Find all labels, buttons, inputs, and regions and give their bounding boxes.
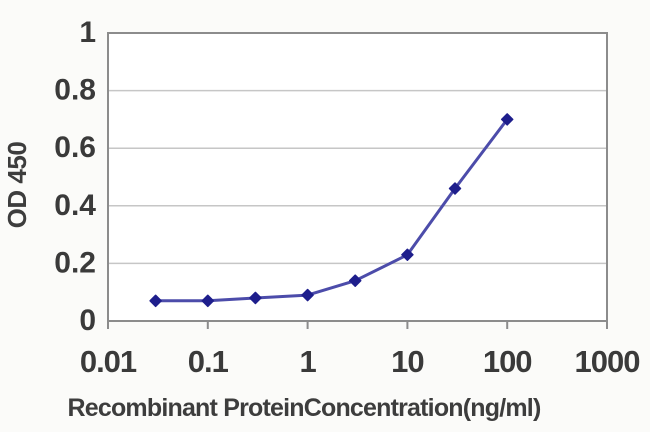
y-axis-title: OD 450 bbox=[2, 141, 32, 229]
data-point-marker bbox=[249, 291, 262, 305]
data-point-marker bbox=[500, 113, 514, 126]
x-tick-label: 1000 bbox=[575, 344, 640, 379]
y-tick-label: 0.8 bbox=[54, 74, 96, 107]
data-point-marker bbox=[201, 294, 215, 308]
x-tick-label: 0.1 bbox=[188, 344, 229, 379]
gridlines bbox=[108, 89, 607, 265]
plot-border bbox=[107, 32, 608, 322]
x-tick-label: 10 bbox=[391, 344, 423, 379]
data-point-marker bbox=[401, 248, 414, 262]
y-tick-label: 0 bbox=[79, 304, 96, 337]
x-tick-label: 0.01 bbox=[80, 344, 137, 379]
data-point-markers bbox=[149, 113, 514, 308]
y-tick-label: 0.2 bbox=[54, 246, 96, 279]
data-point-marker bbox=[348, 274, 362, 287]
x-tick-labels: 0.01 0.1 1 10 100 1000 bbox=[80, 344, 641, 379]
x-tick-marks bbox=[107, 321, 608, 329]
data-point-marker bbox=[448, 182, 462, 195]
data-point-marker bbox=[301, 288, 314, 302]
y-tick-label: 1 bbox=[79, 16, 96, 49]
plot-background bbox=[108, 33, 607, 321]
x-tick-label: 100 bbox=[483, 344, 532, 379]
data-point-marker bbox=[149, 294, 162, 308]
x-tick-label: 1 bbox=[299, 344, 316, 379]
data-line bbox=[155, 118, 509, 303]
y-tick-label: 0.4 bbox=[54, 189, 96, 222]
y-tick-label: 0.6 bbox=[54, 131, 96, 164]
y-tick-labels: 0 0.2 0.4 0.6 0.8 1 bbox=[54, 16, 96, 337]
x-axis-title: Recombinant ProteinConcentration(ng/ml) bbox=[67, 394, 542, 422]
